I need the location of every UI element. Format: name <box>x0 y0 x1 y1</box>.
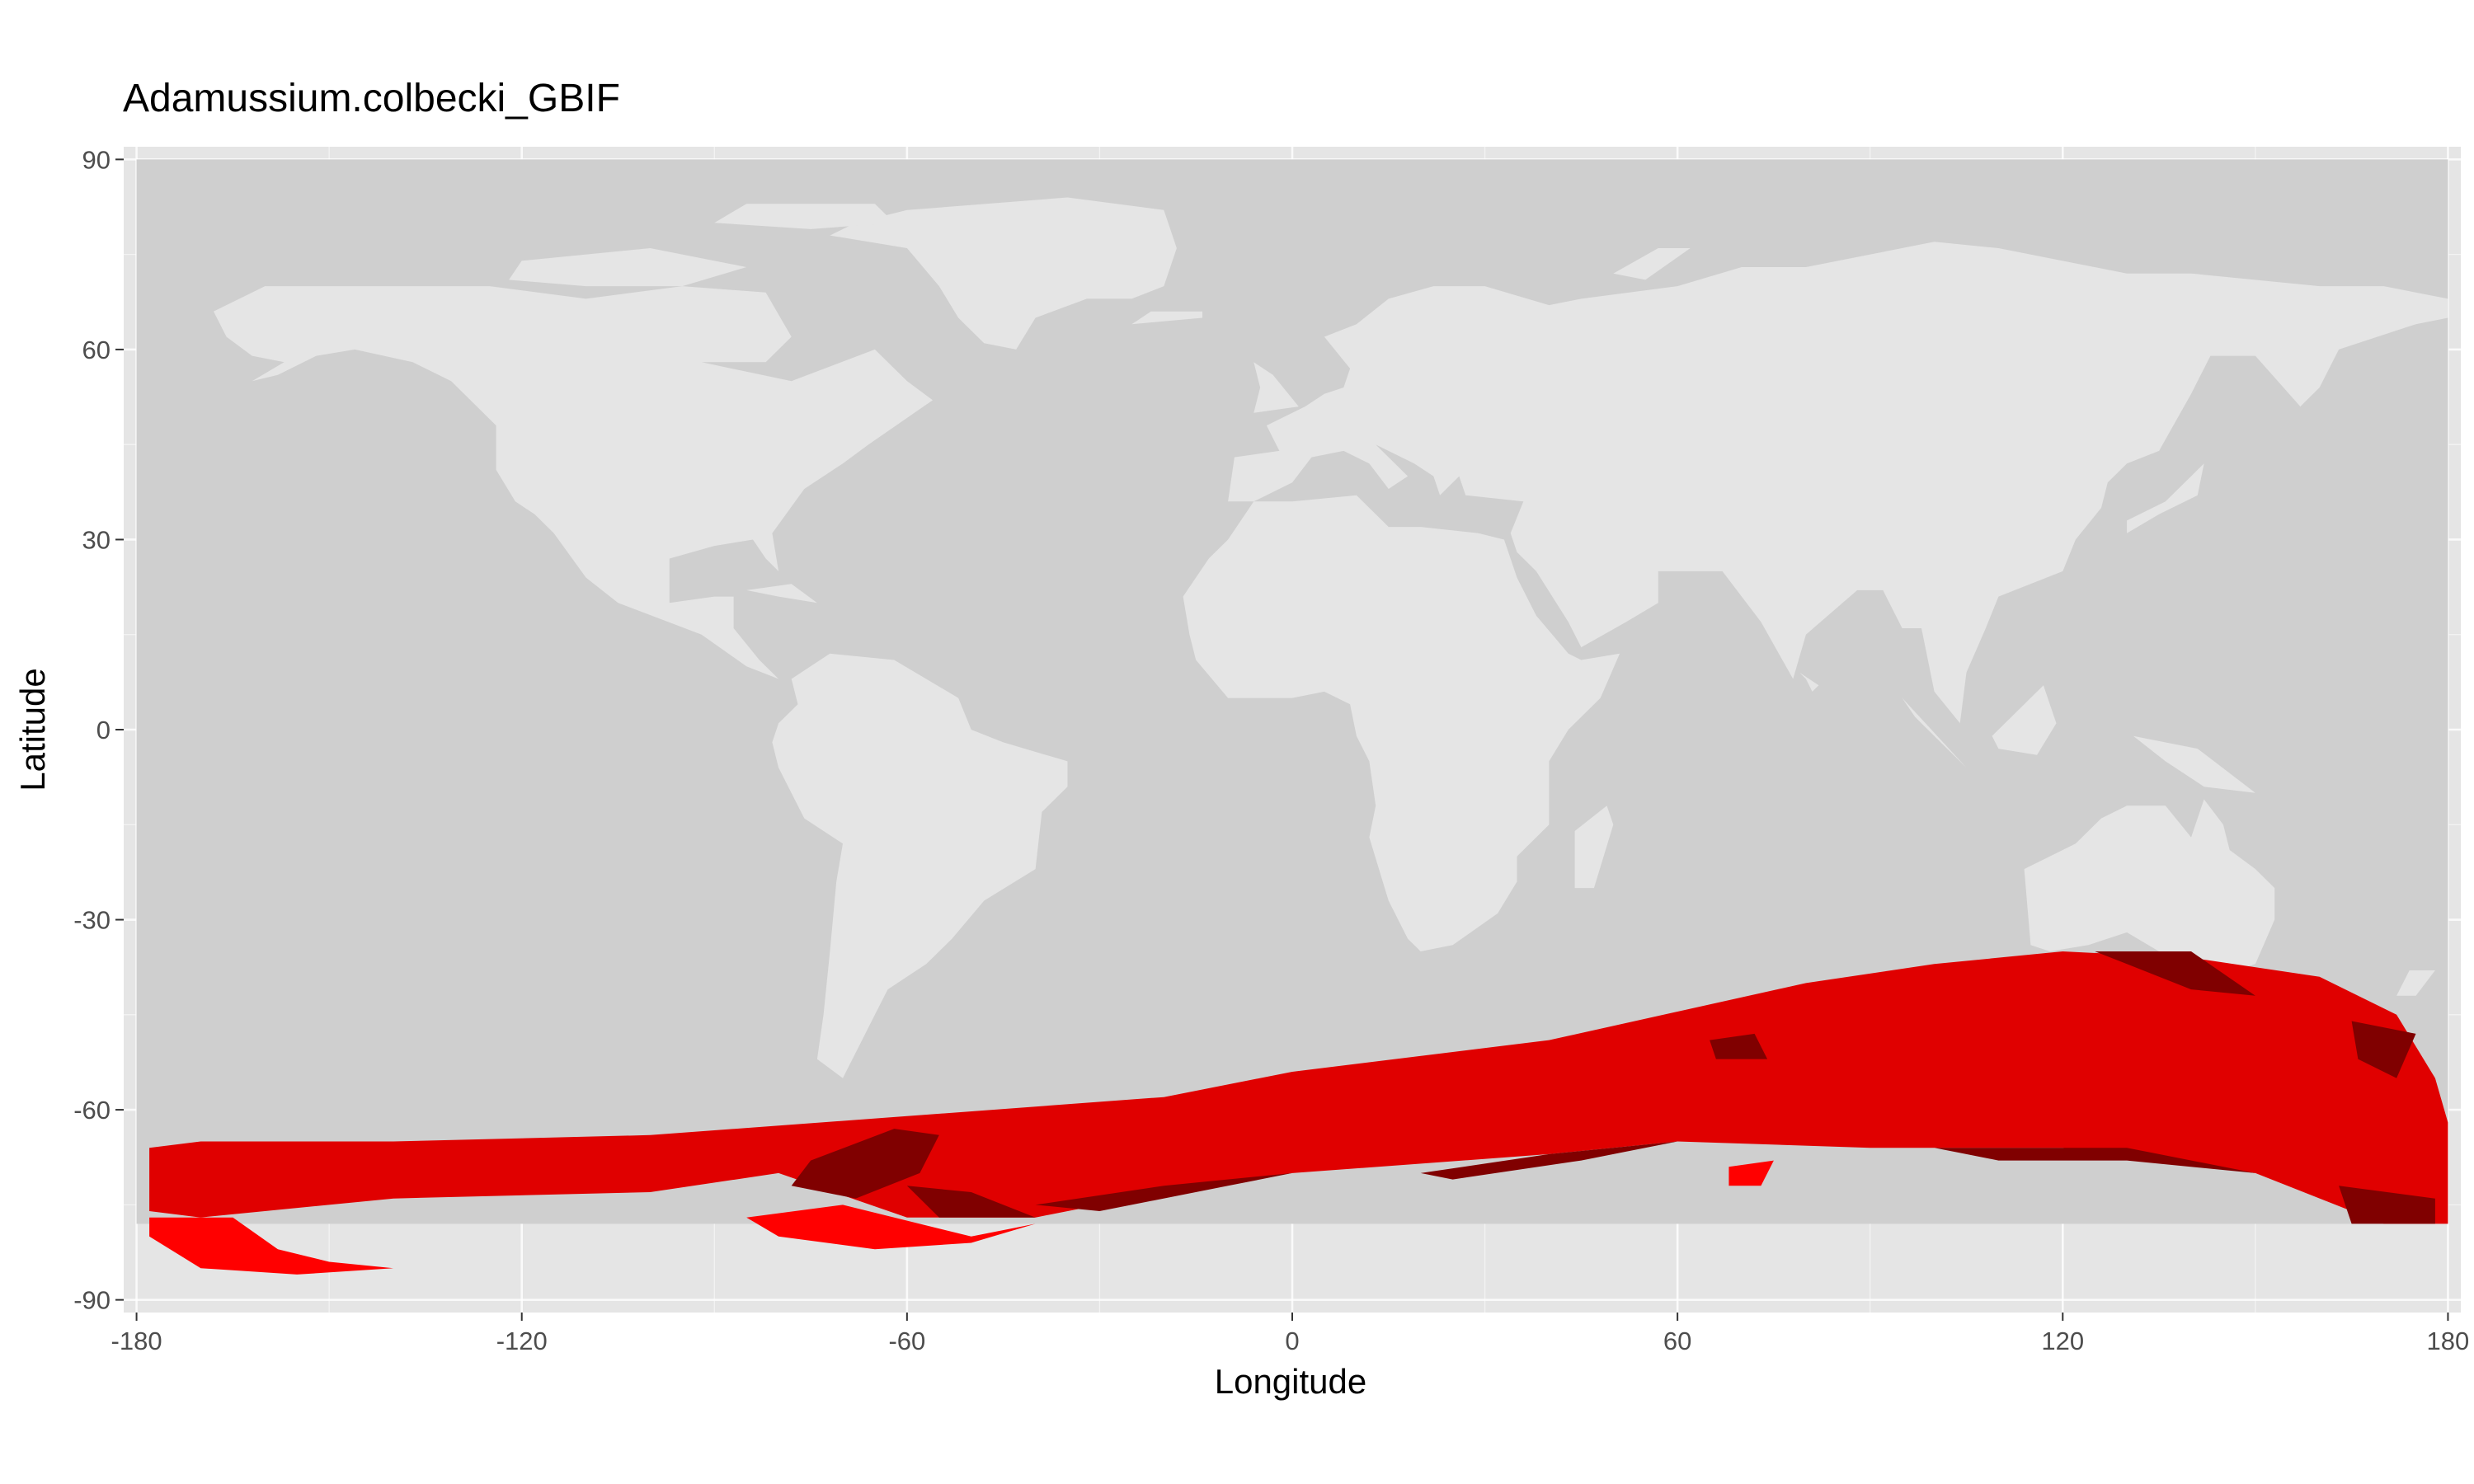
land-polygon <box>746 584 817 603</box>
x-tick-label: 120 <box>2041 1327 2084 1355</box>
shelf-patch <box>149 1217 393 1275</box>
y-tick-label: -30 <box>73 906 111 935</box>
x-tick-label: -120 <box>496 1327 548 1355</box>
y-tick-label: 30 <box>82 525 111 554</box>
x-tick-label: -180 <box>111 1327 162 1355</box>
land-polygon <box>1228 242 2448 724</box>
land-polygon <box>714 204 895 229</box>
y-axis-label: Latitude <box>13 668 52 791</box>
x-tick-label: 0 <box>1285 1327 1299 1355</box>
core-patch <box>906 1186 1036 1218</box>
x-tick-label: -60 <box>888 1327 925 1355</box>
land-polygon <box>1131 311 1202 325</box>
land-polygon <box>772 653 1068 1078</box>
y-tick-label: 0 <box>96 716 111 744</box>
land-polygon <box>509 248 747 287</box>
land-polygon <box>2133 735 2255 793</box>
land-polygon <box>830 197 1177 350</box>
land-polygon <box>214 286 933 679</box>
land-polygon <box>1183 495 1620 951</box>
land-polygon <box>1574 805 1614 889</box>
core-patch <box>1934 1148 2255 1173</box>
x-tick-label: 180 <box>2427 1327 2470 1355</box>
suitability-layer <box>149 951 2448 1275</box>
core-patch <box>791 1129 939 1199</box>
range-band <box>149 951 2448 1224</box>
axes: -180 -120 -60 0 60 120 180 90 60 30 0 -30 -60 -90 <box>73 145 2469 1355</box>
core-patch <box>1710 1033 1768 1059</box>
y-tick-label: 90 <box>82 145 111 174</box>
x-tick-label: 60 <box>1663 1327 1691 1355</box>
land-polygon <box>1253 362 1299 413</box>
chart-title: Adamussium.colbecki_GBIF <box>123 77 620 120</box>
land-polygon <box>2024 799 2275 970</box>
core-patch <box>1035 1172 1292 1211</box>
y-tick-label: 60 <box>82 336 111 364</box>
core-patch <box>2095 951 2255 996</box>
core-patch <box>2339 1186 2435 1224</box>
land-polygon <box>2396 970 2435 996</box>
land-polygon <box>1902 697 1967 768</box>
land-polygon <box>2127 463 2204 533</box>
shelf-patch <box>1729 1160 1774 1186</box>
land-polygon <box>1613 248 1691 280</box>
land-polygon <box>1992 685 2057 755</box>
land-polygon <box>1799 672 1819 692</box>
core-patch <box>2351 1021 2416 1078</box>
y-tick-label: -60 <box>73 1096 111 1125</box>
shelf-patch <box>746 1205 1036 1250</box>
core-patch <box>1420 1141 1678 1180</box>
y-tick-label: -90 <box>73 1286 111 1315</box>
x-axis-label: Longitude <box>1214 1362 1367 1401</box>
